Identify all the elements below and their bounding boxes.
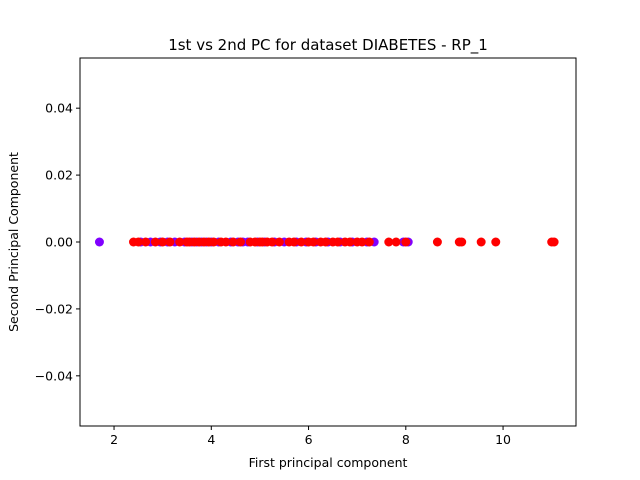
scatter-point — [333, 237, 343, 247]
scatter-point — [150, 237, 160, 247]
data-points — [94, 237, 559, 247]
scatter-point — [308, 237, 318, 247]
chart-title: 1st vs 2nd PC for dataset DIABETES - RP_… — [168, 36, 488, 55]
scatter-point — [133, 237, 143, 247]
y-tick-label: 0.02 — [45, 168, 73, 183]
scatter-point — [364, 237, 374, 247]
scatter-point — [357, 237, 367, 247]
y-tick-label: 0.00 — [45, 235, 73, 250]
y-axis-label: Second Principal Component — [6, 152, 21, 332]
x-tick-label: 8 — [402, 432, 410, 447]
y-tick-label: −0.04 — [35, 368, 73, 383]
x-tick-label: 10 — [495, 432, 511, 447]
scatter-point — [384, 237, 394, 247]
y-tick-label: 0.04 — [45, 101, 73, 116]
scatter-point — [476, 237, 486, 247]
y-axis-ticks: −0.04 −0.02 0.00 0.02 0.04 — [35, 101, 80, 383]
x-tick-label: 6 — [305, 432, 313, 447]
scatter-point — [228, 237, 238, 247]
scatter-point — [391, 237, 401, 247]
scatter-point — [491, 237, 501, 247]
scatter-point — [401, 237, 411, 247]
x-axis-label: First principal component — [249, 455, 408, 470]
scatter-point — [235, 237, 245, 247]
x-axis-ticks: 2 4 6 8 10 — [110, 426, 511, 447]
x-tick-label: 4 — [207, 432, 215, 447]
scatter-point — [432, 237, 442, 247]
scatter-point — [321, 237, 331, 247]
scatter-point — [457, 237, 467, 247]
scatter-point — [175, 237, 185, 247]
scatter-point — [209, 237, 219, 247]
scatter-point — [274, 237, 284, 247]
scatter-point — [221, 237, 231, 247]
scatter-point — [549, 237, 559, 247]
scatter-point — [165, 237, 175, 247]
scatter-point — [141, 237, 151, 247]
scatter-point — [345, 237, 355, 247]
scatter-point — [158, 237, 168, 247]
x-tick-label: 2 — [110, 432, 118, 447]
y-tick-label: −0.02 — [35, 301, 73, 316]
scatter-point — [296, 237, 306, 247]
scatter-point — [94, 237, 104, 247]
scatter-point — [289, 237, 299, 247]
scatter-point — [267, 237, 277, 247]
